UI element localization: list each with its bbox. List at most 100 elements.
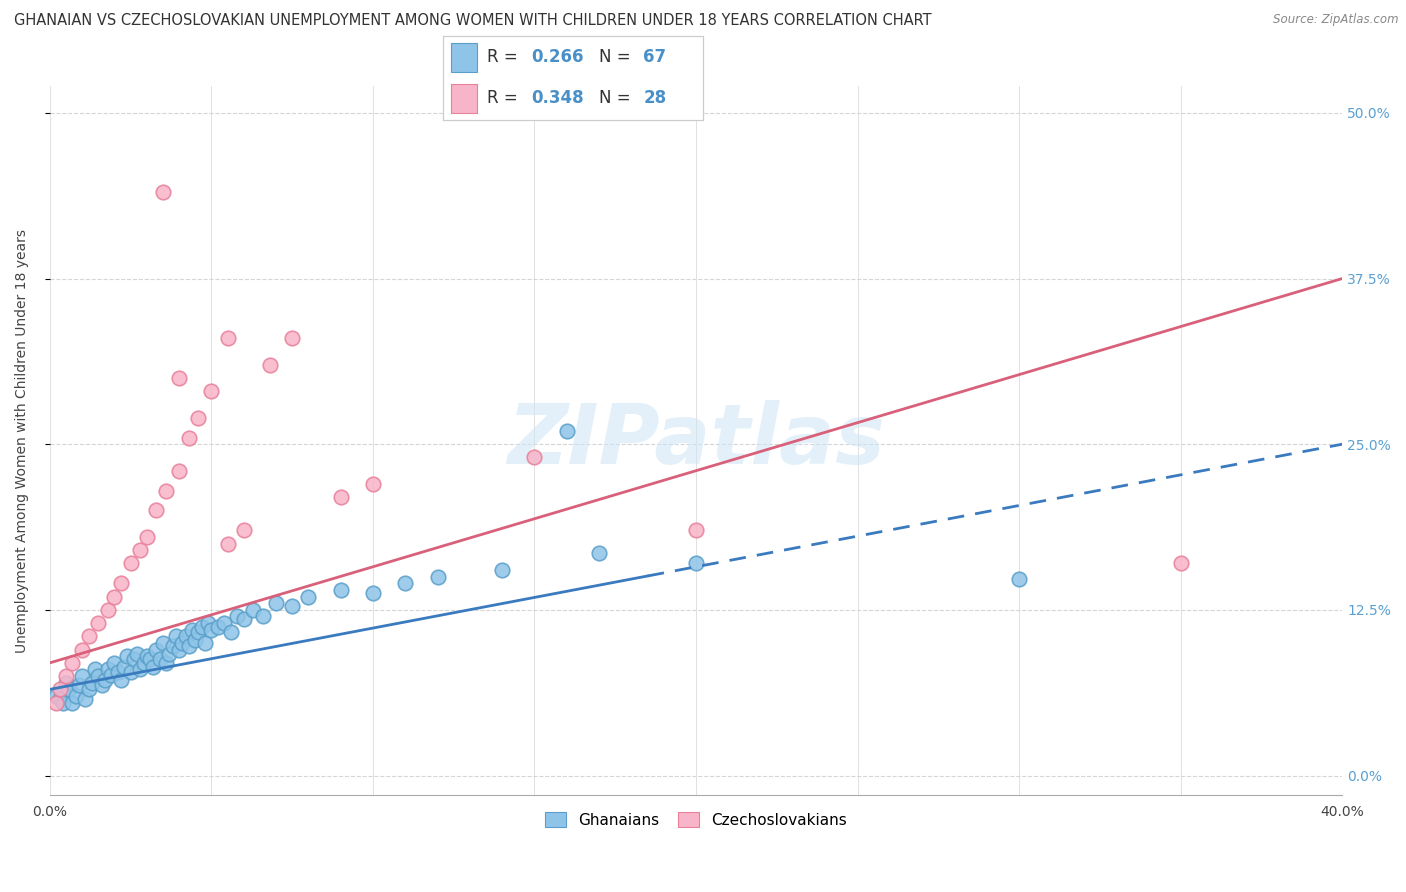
Point bbox=[103, 656, 125, 670]
Point bbox=[685, 524, 707, 538]
Legend: Ghanaians, Czechoslovakians: Ghanaians, Czechoslovakians bbox=[538, 805, 853, 834]
Point bbox=[107, 665, 129, 680]
Point bbox=[62, 696, 84, 710]
Point bbox=[120, 557, 142, 571]
Text: GHANAIAN VS CZECHOSLOVAKIAN UNEMPLOYMENT AMONG WOMEN WITH CHILDREN UNDER 18 YEAR: GHANAIAN VS CZECHOSLOVAKIAN UNEMPLOYMENT… bbox=[14, 13, 932, 29]
Point bbox=[523, 450, 546, 465]
Point bbox=[87, 669, 110, 683]
Point bbox=[45, 689, 67, 703]
Point bbox=[281, 331, 304, 345]
Point bbox=[232, 612, 254, 626]
Point bbox=[329, 582, 352, 597]
Point bbox=[165, 629, 187, 643]
Point bbox=[75, 691, 97, 706]
Point bbox=[110, 673, 132, 687]
Point bbox=[555, 424, 578, 438]
Point bbox=[152, 186, 174, 200]
Point bbox=[55, 675, 77, 690]
Point bbox=[177, 431, 200, 445]
FancyBboxPatch shape bbox=[451, 84, 477, 112]
Point bbox=[52, 696, 75, 710]
Point bbox=[97, 663, 120, 677]
Point bbox=[184, 633, 207, 648]
Point bbox=[103, 590, 125, 604]
Point bbox=[167, 371, 190, 385]
Point bbox=[112, 660, 135, 674]
Text: ZIPatlas: ZIPatlas bbox=[508, 401, 884, 482]
Point bbox=[90, 678, 112, 692]
Point bbox=[329, 490, 352, 504]
Point bbox=[361, 585, 384, 599]
Point bbox=[80, 675, 103, 690]
Point bbox=[162, 639, 184, 653]
Point bbox=[242, 603, 264, 617]
Text: 28: 28 bbox=[643, 88, 666, 106]
Text: N =: N = bbox=[599, 48, 636, 66]
Point bbox=[281, 599, 304, 613]
Point bbox=[232, 524, 254, 538]
Point bbox=[685, 557, 707, 571]
Point bbox=[190, 620, 212, 634]
Point bbox=[120, 665, 142, 680]
Point bbox=[139, 652, 162, 666]
Text: R =: R = bbox=[486, 48, 523, 66]
Point bbox=[152, 636, 174, 650]
Point bbox=[125, 647, 148, 661]
Point bbox=[149, 652, 172, 666]
Point bbox=[97, 603, 120, 617]
Point bbox=[361, 477, 384, 491]
Text: R =: R = bbox=[486, 88, 523, 106]
Point bbox=[588, 546, 610, 560]
Point bbox=[167, 642, 190, 657]
Point bbox=[94, 673, 117, 687]
Text: Source: ZipAtlas.com: Source: ZipAtlas.com bbox=[1274, 13, 1399, 27]
Point bbox=[55, 669, 77, 683]
Point bbox=[87, 616, 110, 631]
Point bbox=[264, 596, 287, 610]
Point bbox=[155, 483, 177, 498]
Y-axis label: Unemployment Among Women with Children Under 18 years: Unemployment Among Women with Children U… bbox=[15, 229, 30, 653]
Point bbox=[394, 576, 416, 591]
Text: 0.266: 0.266 bbox=[531, 48, 583, 66]
Point bbox=[129, 543, 152, 558]
Point bbox=[194, 636, 217, 650]
Point bbox=[129, 663, 152, 677]
Point bbox=[84, 663, 107, 677]
Point bbox=[1170, 557, 1192, 571]
Point bbox=[226, 609, 249, 624]
Point bbox=[177, 639, 200, 653]
Point bbox=[48, 691, 70, 706]
Point bbox=[110, 576, 132, 591]
Text: 0.348: 0.348 bbox=[531, 88, 583, 106]
Text: N =: N = bbox=[599, 88, 636, 106]
Point bbox=[77, 629, 100, 643]
Point bbox=[207, 620, 229, 634]
Point bbox=[135, 649, 157, 664]
Point bbox=[426, 570, 449, 584]
Point bbox=[117, 649, 139, 664]
Point bbox=[67, 678, 90, 692]
Point bbox=[187, 625, 209, 640]
Point bbox=[174, 629, 197, 643]
Point bbox=[145, 642, 167, 657]
Point bbox=[259, 358, 281, 372]
Point bbox=[181, 623, 204, 637]
Point bbox=[297, 590, 319, 604]
Point bbox=[172, 636, 194, 650]
Point bbox=[491, 563, 513, 577]
Point bbox=[70, 642, 93, 657]
Point bbox=[157, 647, 180, 661]
Point bbox=[252, 609, 274, 624]
Point bbox=[155, 656, 177, 670]
Point bbox=[187, 410, 209, 425]
Point bbox=[62, 656, 84, 670]
Point bbox=[122, 652, 145, 666]
Point bbox=[65, 689, 87, 703]
Point bbox=[45, 696, 67, 710]
Point bbox=[48, 682, 70, 697]
Point bbox=[132, 656, 155, 670]
FancyBboxPatch shape bbox=[451, 44, 477, 72]
Point bbox=[197, 616, 219, 631]
Point bbox=[200, 623, 222, 637]
Point bbox=[145, 503, 167, 517]
